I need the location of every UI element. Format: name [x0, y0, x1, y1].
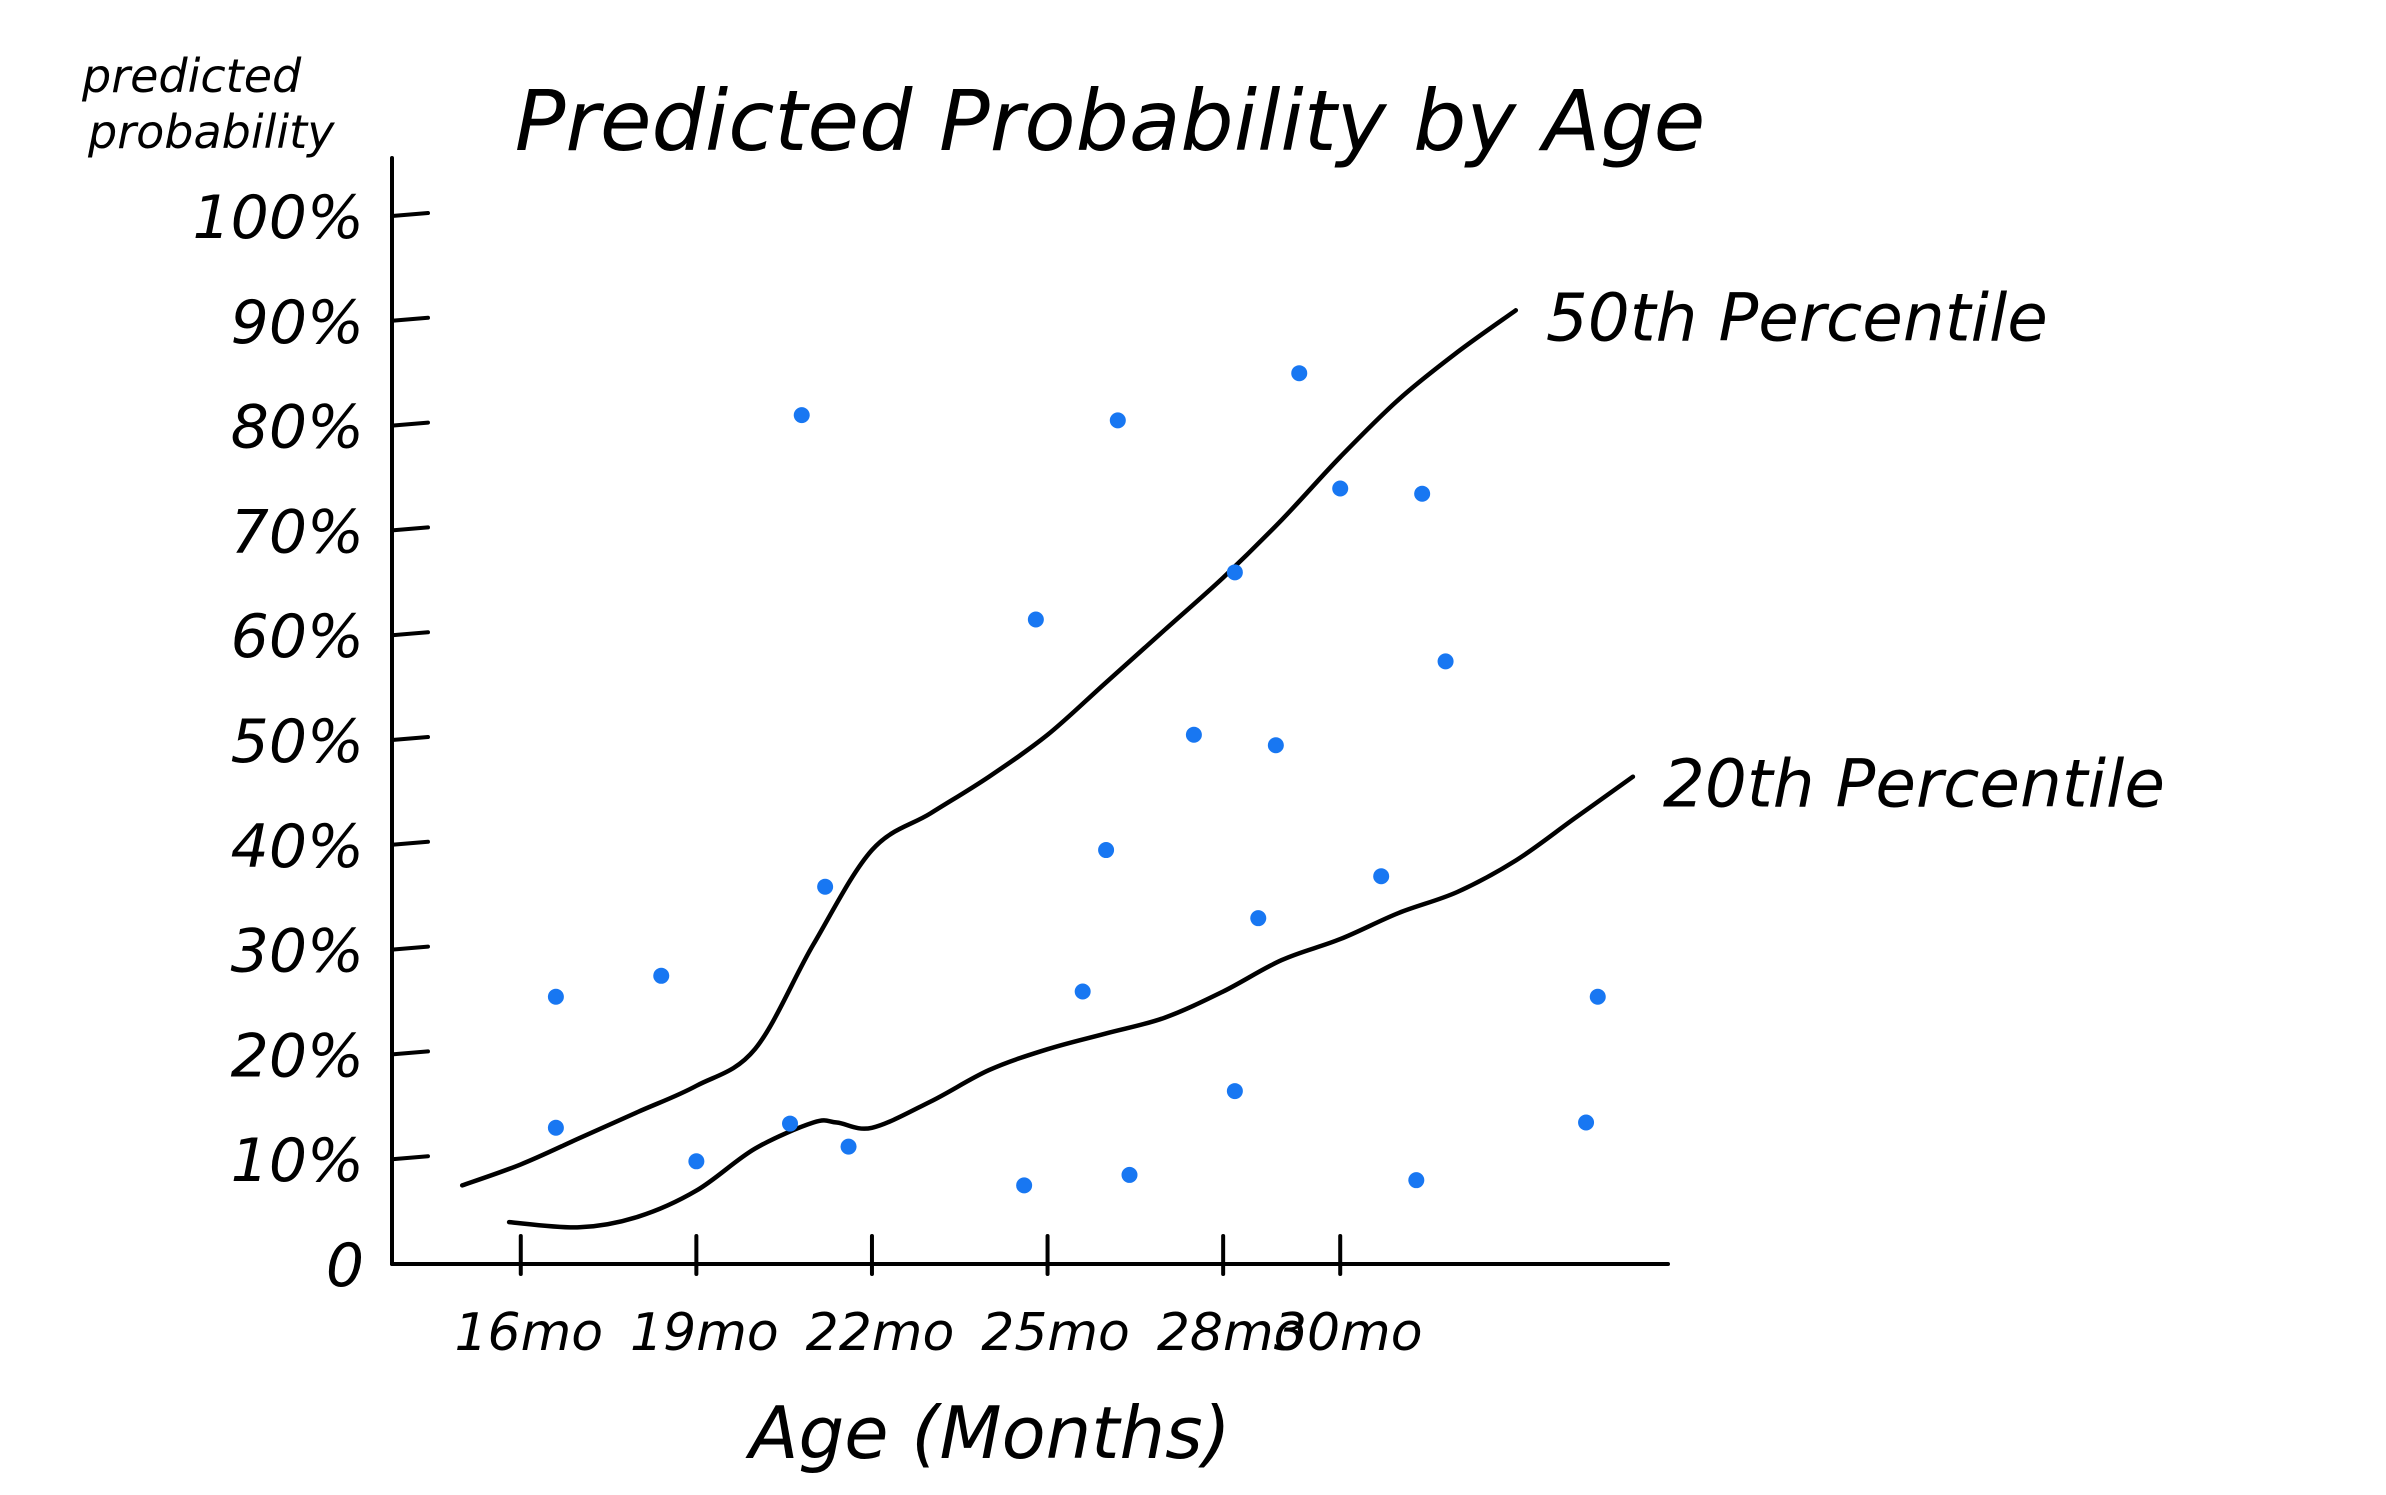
y-tick-label: 30% — [231, 917, 364, 987]
y-tick-label: 100% — [192, 183, 364, 253]
y-axis-title: predicted probability — [81, 49, 335, 159]
chart-title: Predicted Probability by Age — [515, 72, 1706, 170]
scatter-point — [1027, 611, 1044, 628]
y-tick-label: 0 — [326, 1231, 364, 1301]
scatter-point — [782, 1115, 799, 1132]
scatter-point — [1098, 842, 1115, 859]
y-tick-label: 90% — [231, 288, 364, 358]
y-tick-label: 10% — [231, 1126, 364, 1196]
y-tick-label: 20% — [231, 1021, 364, 1091]
y-tick-mark — [390, 525, 430, 533]
scatter-point — [840, 1138, 857, 1155]
chart-labels: Predicted Probability by Age predicted pr… — [81, 49, 2165, 1475]
scatter-point — [547, 988, 564, 1005]
y-tick-label: 70% — [231, 497, 364, 567]
scatter-point — [793, 407, 810, 424]
scatter-point — [1226, 1083, 1243, 1100]
percentile-curves — [459, 308, 1636, 1230]
x-tick-label: 30mo — [1274, 1303, 1423, 1363]
scatter-point — [1250, 910, 1267, 927]
y-tick-label: 60% — [231, 602, 364, 672]
scatter-points — [547, 365, 1606, 1194]
scatter-point — [653, 967, 670, 984]
x-tick-label: 25mo — [981, 1303, 1130, 1363]
y-tick-mark — [390, 735, 430, 742]
y-tick-mark — [390, 839, 430, 847]
y-tick-label: 80% — [231, 393, 364, 463]
scatter-point — [1109, 412, 1126, 429]
y-tick-mark — [390, 944, 430, 952]
scatter-point — [1589, 988, 1606, 1005]
scatter-point — [1016, 1177, 1033, 1194]
y-ticks: 0 10% 20% 30% 40% 50% 60% 70% 80% 90% 100% — [192, 183, 430, 1301]
y-tick-mark — [390, 1154, 430, 1162]
y-tick-label: 40% — [231, 812, 364, 882]
scatter-point — [688, 1153, 705, 1170]
x-tick-label: 28mo — [1157, 1303, 1306, 1363]
series-label-0: 50th Percentile — [1546, 279, 2048, 356]
scatter-point — [547, 1119, 564, 1136]
scatter-point — [1226, 564, 1243, 581]
scatter-point — [1332, 480, 1349, 497]
y-tick-mark — [390, 315, 430, 323]
y-tick-label: 50% — [231, 707, 364, 777]
scatter-point — [1074, 983, 1091, 1000]
x-tick-label: 19mo — [630, 1303, 779, 1363]
y-tick-mark — [390, 1049, 430, 1057]
y-tick-mark — [390, 211, 430, 218]
scatter-point — [1373, 868, 1390, 885]
x-tick-label: 22mo — [806, 1303, 955, 1363]
series-label-1: 20th Percentile — [1663, 746, 2165, 823]
y-tick-mark — [390, 630, 430, 638]
scatter-point — [1267, 737, 1284, 754]
x-axis-title: Age (Months) — [745, 1391, 1231, 1475]
series-line-1 — [506, 774, 1636, 1230]
series-line-0 — [459, 308, 1519, 1188]
scatter-point — [1185, 726, 1202, 743]
scatter-point — [817, 878, 834, 895]
scatter-point — [1121, 1166, 1138, 1183]
scatter-point — [1578, 1114, 1595, 1131]
scatter-point — [1437, 653, 1454, 670]
scatter-point — [1291, 365, 1308, 382]
y-tick-mark — [390, 420, 430, 428]
axes-layer — [390, 156, 1670, 1266]
scatter-point — [1414, 485, 1431, 502]
x-tick-label: 16mo — [454, 1303, 603, 1363]
scatter-point — [1408, 1172, 1425, 1189]
